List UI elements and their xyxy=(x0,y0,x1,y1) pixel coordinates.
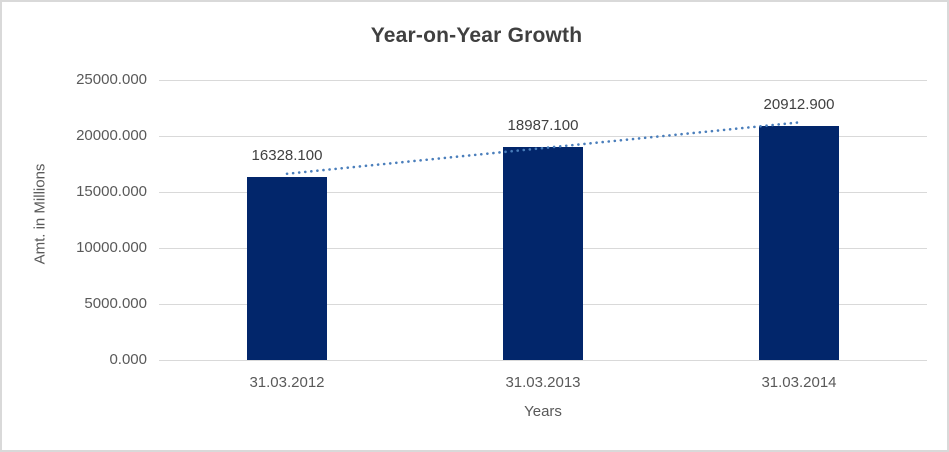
chart-title: Year-on-Year Growth xyxy=(370,24,583,47)
x-axis-title: Years xyxy=(524,403,562,420)
y-tick-label: 20000.000 xyxy=(76,127,147,144)
gridline xyxy=(159,359,927,361)
bar-value-label: 18987.100 xyxy=(507,117,579,135)
bar-31.03.2014 xyxy=(759,125,839,360)
y-tick-label: 25000.000 xyxy=(76,71,147,88)
y-tick-label: 10000.000 xyxy=(76,239,147,256)
x-tick-label: 31.03.2014 xyxy=(761,374,837,391)
y-tick-label: 5000.000 xyxy=(84,295,147,312)
bar-value-label: 20912.900 xyxy=(763,95,835,113)
bar-31.03.2012 xyxy=(247,177,327,360)
y-tick-label: 15000.000 xyxy=(76,183,147,200)
y-axis-title: Amt. in Millions xyxy=(31,163,49,265)
gridline xyxy=(159,79,927,81)
bar-value-label: 16328.100 xyxy=(251,147,323,165)
y-tick-label: 0.000 xyxy=(109,351,147,368)
bar-31.03.2013 xyxy=(503,147,583,360)
x-tick-label: 31.03.2013 xyxy=(505,374,581,391)
x-tick-label: 31.03.2012 xyxy=(249,374,325,391)
